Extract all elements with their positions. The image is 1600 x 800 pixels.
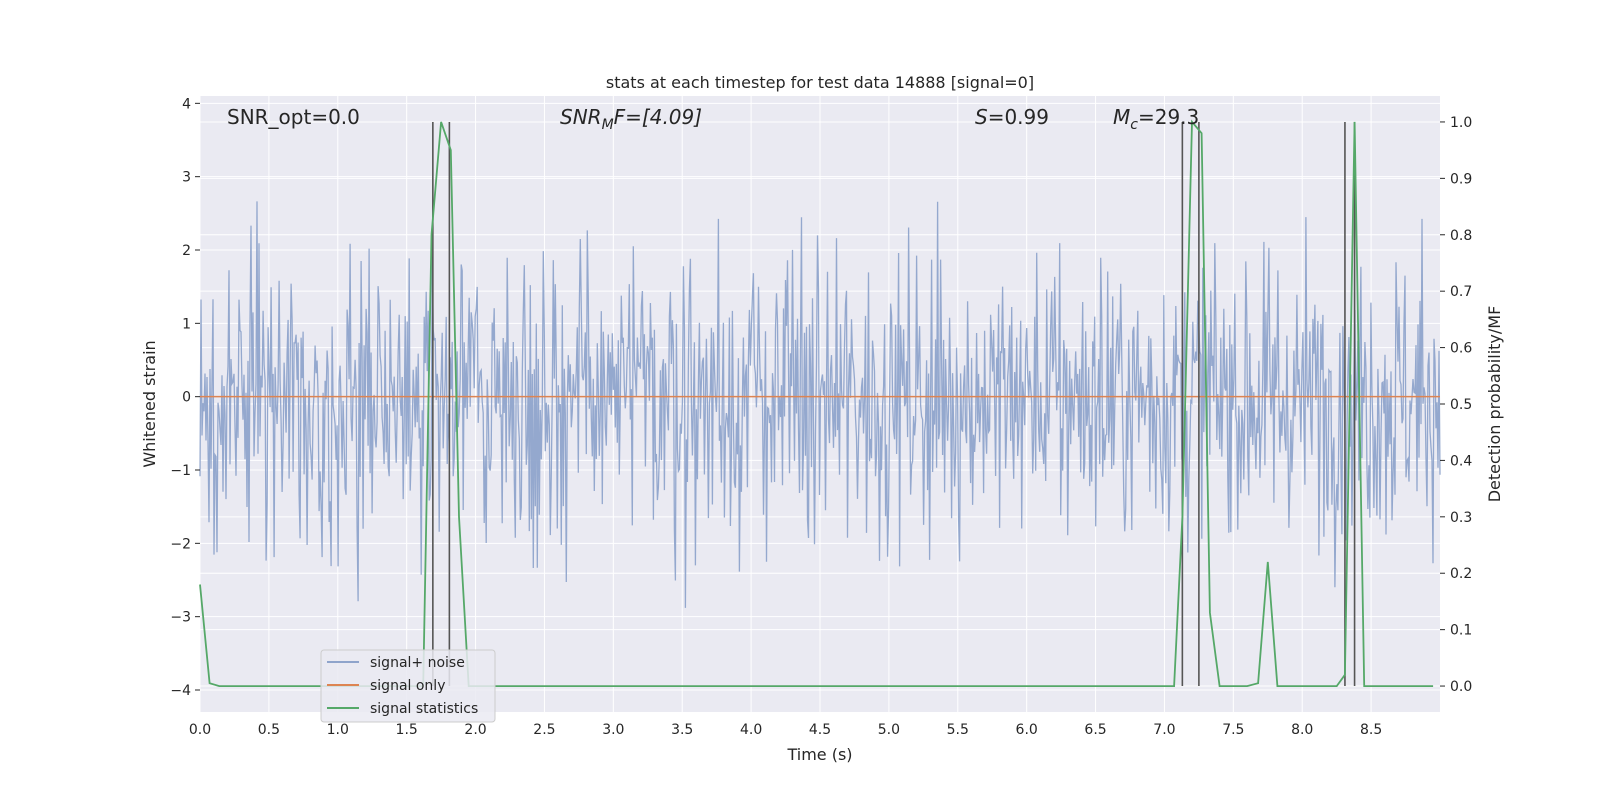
signal-noise-line xyxy=(199,201,1441,608)
x-tick-label: 7.5 xyxy=(1222,722,1244,738)
x-tick-label: 8.5 xyxy=(1360,722,1382,738)
y2-tick-label: 0.0 xyxy=(1450,679,1472,695)
y-axis-ticks: −4 −3 −2 −1 0 1 2 3 4 xyxy=(170,96,200,699)
y-tick-label: 0 xyxy=(182,390,191,406)
legend-label-signal-only: signal only xyxy=(370,678,445,694)
y-tick-label: 4 xyxy=(182,96,191,112)
y2-tick-label: 0.4 xyxy=(1450,453,1472,469)
legend-box xyxy=(320,649,496,723)
legend: signal+ noise signal only signal statist… xyxy=(320,649,496,723)
series-signal-statistics xyxy=(199,119,1434,687)
y2-tick-label: 0.1 xyxy=(1450,623,1472,639)
legend-label-signal-noise: signal+ noise xyxy=(370,655,465,671)
legend-label-signal-statistics: signal statistics xyxy=(370,701,478,717)
x-tick-label: 5.0 xyxy=(878,722,900,738)
y-tick-label: 1 xyxy=(182,316,191,332)
y-tick-label: −2 xyxy=(170,536,191,552)
x-axis-ticks: 0.0 0.5 1.0 1.5 2.0 2.5 3.0 3.5 4.0 4.5 5.0 5.5 6.0 6… xyxy=(189,722,1382,738)
y2-axis-label: Detection probability/MF xyxy=(1485,306,1504,503)
x-tick-label: 1.0 xyxy=(327,722,349,738)
annotation-mc-main: M xyxy=(1113,105,1130,129)
signal-statistics-line xyxy=(199,119,1434,687)
x-tick-label: 4.0 xyxy=(740,722,762,738)
y2-tick-label: 0.9 xyxy=(1450,171,1472,187)
chart-title: stats at each timestep for test data 148… xyxy=(606,73,1034,92)
annotation-mc: Mc=29.3 xyxy=(1113,105,1199,133)
annotation-s-main: S xyxy=(975,105,988,129)
vertical-markers xyxy=(432,121,1356,687)
annotation-snr-mf-main: SNR xyxy=(560,105,602,129)
y2-tick-label: 0.6 xyxy=(1450,341,1472,357)
x-axis-label: Time (s) xyxy=(786,745,852,764)
y-axis-label: Whitened strain xyxy=(140,340,159,467)
y2-tick-label: 0.7 xyxy=(1450,284,1472,300)
y-tick-label: 2 xyxy=(182,243,191,259)
y2-tick-label: 0.5 xyxy=(1450,397,1472,413)
y2-tick-label: 0.2 xyxy=(1450,566,1472,582)
y2-tick-label: 0.8 xyxy=(1450,228,1472,244)
x-tick-label: 3.0 xyxy=(602,722,624,738)
x-tick-label: 6.0 xyxy=(1016,722,1038,738)
y2-tick-label: 1.0 xyxy=(1450,115,1472,131)
annotation-snr-mf-rest: F=[4.09] xyxy=(614,105,702,129)
x-tick-label: 0.0 xyxy=(189,722,211,738)
x-tick-label: 0.5 xyxy=(258,722,280,738)
x-tick-label: 1.5 xyxy=(396,722,418,738)
y-tick-label: −3 xyxy=(170,610,191,626)
x-tick-label: 2.5 xyxy=(533,722,555,738)
annotation-s-rest: =0.99 xyxy=(988,105,1049,129)
y-tick-label: −1 xyxy=(170,463,191,479)
x-tick-label: 2.0 xyxy=(464,722,486,738)
annotation-mc-rest: =29.3 xyxy=(1138,105,1199,129)
x-tick-label: 7.0 xyxy=(1153,722,1175,738)
y2-axis-ticks: 0.0 0.1 0.2 0.3 0.4 0.5 0.6 0.7 0.8 0.9 1.0 xyxy=(1440,115,1472,695)
x-tick-label: 8.0 xyxy=(1291,722,1313,738)
x-tick-label: 4.5 xyxy=(809,722,831,738)
y2-tick-label: 0.3 xyxy=(1450,510,1472,526)
x-tick-label: 5.5 xyxy=(947,722,969,738)
series-signal-noise xyxy=(199,201,1441,608)
x-tick-label: 6.5 xyxy=(1084,722,1106,738)
annotation-s: S=0.99 xyxy=(975,105,1049,129)
annotation-snr-mf: SNRMF=[4.09] xyxy=(560,105,702,133)
annotation-snr-mf-sub: M xyxy=(602,117,614,133)
annotation-mc-sub: c xyxy=(1130,117,1138,133)
y-tick-label: 3 xyxy=(182,170,191,186)
y-tick-label: −4 xyxy=(170,683,191,699)
x-tick-label: 3.5 xyxy=(671,722,693,738)
annotation-snr-opt: SNR_opt=0.0 xyxy=(227,105,360,129)
